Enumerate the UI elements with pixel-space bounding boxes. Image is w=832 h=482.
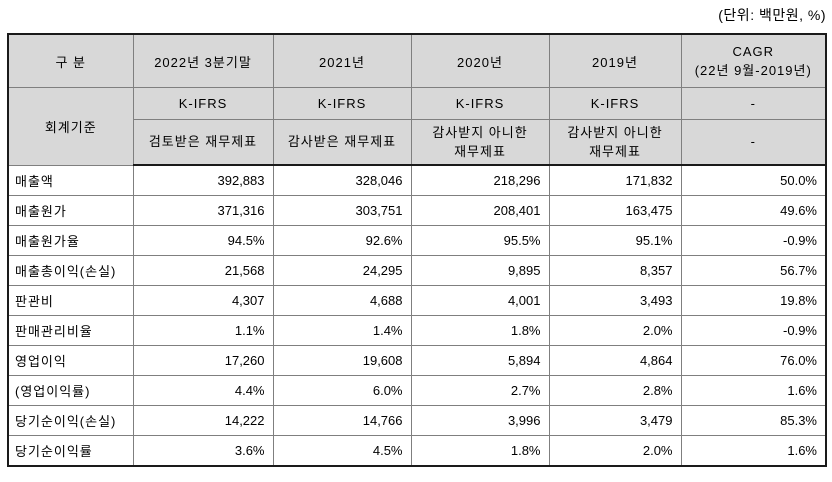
table-row: 판매관리비율 1.1% 1.4% 1.8% 2.0% -0.9% [7,315,827,346]
statement-type-cell: 감사받지 아니한 재무제표 [548,119,682,166]
table-body: 매출액 392,883 328,046 218,296 171,832 50.0% 매출원가… [7,164,827,467]
row-label-cell: 판관비 [7,285,134,316]
value-cell: 3,493 [548,285,682,316]
table-row: (영업이익률) 4.4% 6.0% 2.7% 2.8% 1.6% [7,375,827,406]
value-cell: 50.0% [680,164,827,196]
value-cell: 208,401 [410,195,550,226]
header-row-statement-types: 검토받은 재무제표 감사받은 재무제표 감사받지 아니한 재무제표 감사받지 아… [8,119,827,166]
value-cell: 3,996 [410,405,550,436]
value-cell: 19.8% [680,285,827,316]
statement-type-cell: 감사받지 아니한 재무제표 [410,119,550,166]
table-header: 구 분 2022년 3분기말 2021년 2020년 2019년 CAGR (2… [7,33,827,166]
standard-cell: K-IFRS [548,87,682,120]
statement-type-cell: 감사받은 재무제표 [272,119,412,166]
value-cell: 303,751 [272,195,412,226]
value-cell: 49.6% [680,195,827,226]
value-cell: 3.6% [132,435,274,467]
value-cell: 171,832 [548,164,682,196]
value-cell: -0.9% [680,315,827,346]
value-cell: 5,894 [410,345,550,376]
value-cell: 14,766 [272,405,412,436]
header-cell-gubun: 구 분 [7,33,134,88]
value-cell: 4,001 [410,285,550,316]
value-cell: 3,479 [548,405,682,436]
row-label-cell: 당기순이익률 [7,435,134,467]
value-cell: 14,222 [132,405,274,436]
value-cell: 56.7% [680,255,827,286]
row-label-cell: 매출총이익(손실) [7,255,134,286]
value-cell: 76.0% [680,345,827,376]
header-cell-accounting-basis: 회계기준 [7,87,134,166]
value-cell: 4.4% [132,375,274,406]
row-label-cell: 매출원가 [7,195,134,226]
value-cell: 392,883 [132,164,274,196]
value-cell: 85.3% [680,405,827,436]
value-cell: 19,608 [272,345,412,376]
header-row-periods: 구 분 2022년 3분기말 2021년 2020년 2019년 CAGR (2… [7,33,827,88]
value-cell: 6.0% [272,375,412,406]
value-cell: 4,688 [272,285,412,316]
row-label-cell: 매출원가율 [7,225,134,256]
standard-cell: K-IFRS [410,87,550,120]
table-row: 판관비 4,307 4,688 4,001 3,493 19.8% [7,285,827,316]
value-cell: 95.5% [410,225,550,256]
standard-cell: K-IFRS [132,87,274,120]
row-label-cell: 매출액 [7,164,134,196]
value-cell: 4,307 [132,285,274,316]
value-cell: 1.8% [410,435,550,467]
value-cell: 95.1% [548,225,682,256]
value-cell: 92.6% [272,225,412,256]
value-cell: 2.0% [548,435,682,467]
row-label-cell: (영업이익률) [7,375,134,406]
value-cell: 1.8% [410,315,550,346]
value-cell: 1.6% [680,375,827,406]
value-cell: 328,046 [272,164,412,196]
value-cell: 17,260 [132,345,274,376]
statement-type-cell: - [680,119,827,166]
value-cell: 2.8% [548,375,682,406]
value-cell: 24,295 [272,255,412,286]
value-cell: 218,296 [410,164,550,196]
row-label-cell: 영업이익 [7,345,134,376]
value-cell: 1.4% [272,315,412,346]
value-cell: 9,895 [410,255,550,286]
header-cell-cagr: CAGR (22년 9월-2019년) [680,33,827,88]
value-cell: 2.7% [410,375,550,406]
value-cell: 94.5% [132,225,274,256]
table-row: 당기순이익률 3.6% 4.5% 1.8% 2.0% 1.6% [7,435,827,467]
header-cell-2019: 2019년 [548,33,682,88]
header-row-standards: 회계기준 K-IFRS K-IFRS K-IFRS K-IFRS - [7,87,827,166]
standard-cell: K-IFRS [272,87,412,120]
value-cell: 21,568 [132,255,274,286]
row-label-cell: 당기순이익(손실) [7,405,134,436]
table-row: 당기순이익(손실) 14,222 14,766 3,996 3,479 85.3% [7,405,827,436]
table-row: 매출총이익(손실) 21,568 24,295 9,895 8,357 56.7% [7,255,827,286]
table-row: 매출원가 371,316 303,751 208,401 163,475 49.6% [7,195,827,226]
value-cell: 4.5% [272,435,412,467]
value-cell: 1.1% [132,315,274,346]
value-cell: 163,475 [548,195,682,226]
row-label-cell: 판매관리비율 [7,315,134,346]
table-row: 매출원가율 94.5% 92.6% 95.5% 95.1% -0.9% [7,225,827,256]
value-cell: 1.6% [680,435,827,467]
header-cell-2022q3: 2022년 3분기말 [132,33,274,88]
statement-type-cell: 검토받은 재무제표 [132,119,274,166]
table-row: 영업이익 17,260 19,608 5,894 4,864 76.0% [7,345,827,376]
unit-label: (단위: 백만원, %) [718,7,826,23]
value-cell: 2.0% [548,315,682,346]
financial-summary-table: 구 분 2022년 3분기말 2021년 2020년 2019년 CAGR (2… [7,33,827,467]
header-cell-2020: 2020년 [410,33,550,88]
value-cell: 8,357 [548,255,682,286]
value-cell: 371,316 [132,195,274,226]
value-cell: 4,864 [548,345,682,376]
value-cell: -0.9% [680,225,827,256]
standard-cell: - [680,87,827,120]
header-cell-2021: 2021년 [272,33,412,88]
table-row: 매출액 392,883 328,046 218,296 171,832 50.0% [7,164,827,196]
